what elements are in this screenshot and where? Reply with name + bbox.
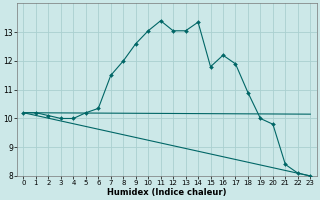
X-axis label: Humidex (Indice chaleur): Humidex (Indice chaleur) [107,188,227,197]
